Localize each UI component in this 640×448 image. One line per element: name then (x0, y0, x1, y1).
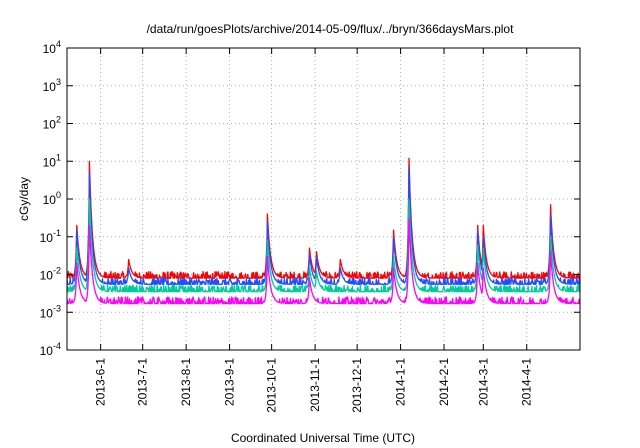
x-tick-label: 2013-11-1 (308, 358, 322, 412)
series-line-0 (66, 157, 581, 279)
x-tick-label: 2013-6-1 (94, 358, 108, 406)
series-line-2 (66, 198, 581, 293)
y-tick-label: 102 (43, 115, 61, 132)
x-tick-label: 2013-9-1 (223, 358, 237, 406)
x-tick-label: 2014-4-1 (520, 358, 534, 406)
y-tick-label: 10-3 (40, 303, 61, 320)
y-tick-label: 10-4 (40, 341, 61, 358)
y-tick-label: 100 (43, 190, 61, 207)
x-tick-label: 2013-7-1 (136, 358, 150, 406)
x-tick-label: 2014-3-1 (476, 358, 490, 406)
x-axis: 2013-6-1 2013-7-1 2013-8-1 2013-9-1 2013-10-… (94, 48, 534, 413)
x-axis-label: Coordinated Universal Time (UTC) (231, 431, 415, 445)
series-group (66, 157, 581, 305)
y-tick-label: 104 (43, 39, 61, 56)
y-tick-label: 10-1 (40, 228, 61, 245)
grid (67, 48, 580, 350)
series-line-3 (66, 218, 581, 305)
x-tick-label: 2013-10-1 (265, 358, 279, 413)
x-tick-label: 2014-2-1 (437, 358, 451, 406)
y-tick-label: 101 (43, 152, 61, 169)
x-tick-label: 2014-1-1 (394, 358, 408, 406)
y-tick-label: 103 (43, 77, 61, 94)
x-tick-label: 2013-12-1 (350, 358, 364, 413)
y-axis-label: cGy/day (17, 177, 31, 221)
chart-title: /data/run/goesPlots/archive/2014-05-09/f… (147, 22, 515, 36)
x-tick-label: 2013-8-1 (179, 358, 193, 406)
y-tick-label: 10-2 (40, 266, 61, 283)
series-line-1 (66, 166, 581, 285)
y-axis: 10-4 10-3 10-2 10-1 100 101 102 103 104 (40, 39, 580, 358)
